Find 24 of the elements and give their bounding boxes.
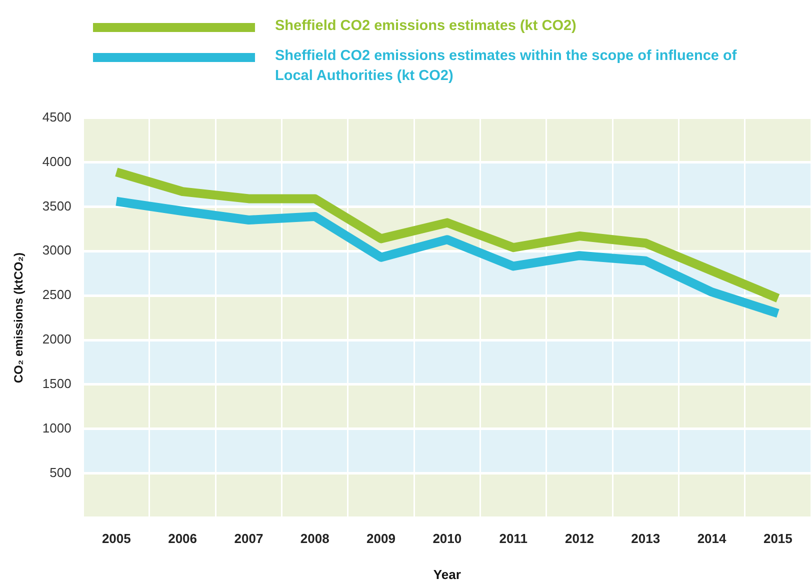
x-tick-label: 2013 (631, 531, 660, 546)
text: Sheffield CO2 emissions estimates (kt CO2) (275, 17, 578, 36)
x-tick-label: 2005 (102, 531, 131, 546)
x-tick-label: 2009 (366, 531, 396, 546)
y-tick-label: 1000 (42, 420, 72, 436)
y-tick-label: 3500 (42, 198, 72, 214)
y-tick-label: 2000 (42, 332, 72, 347)
x-tick-label: 2012 (565, 531, 594, 546)
x-tick-label: 2011 (499, 531, 528, 546)
x-axis-title: Year (433, 566, 461, 582)
y-tick-label: 4000 (42, 154, 72, 169)
x-tick-label: 2006 (168, 531, 198, 546)
y-tick-label: 4500 (42, 109, 72, 124)
y-axis-title: CO₂ emissions (ktCO₂) (12, 252, 26, 384)
x-tick-label: 2015 (763, 531, 792, 546)
y-tick-label: 500 (50, 464, 72, 480)
x-tick-label: 2007 (234, 531, 264, 546)
x-tick-label: 2014 (697, 531, 727, 546)
y-tick-label: 3000 (42, 242, 72, 258)
text: Sheffield CO2 emissions estimates within the scope of influence of Local Authorities (kt CO2) (275, 47, 738, 86)
x-tick-label: 2008 (300, 531, 330, 546)
x-tick-label: 2010 (432, 531, 462, 546)
y-tick-label: 1500 (42, 376, 72, 392)
y-tick-label: 2500 (42, 287, 72, 302)
